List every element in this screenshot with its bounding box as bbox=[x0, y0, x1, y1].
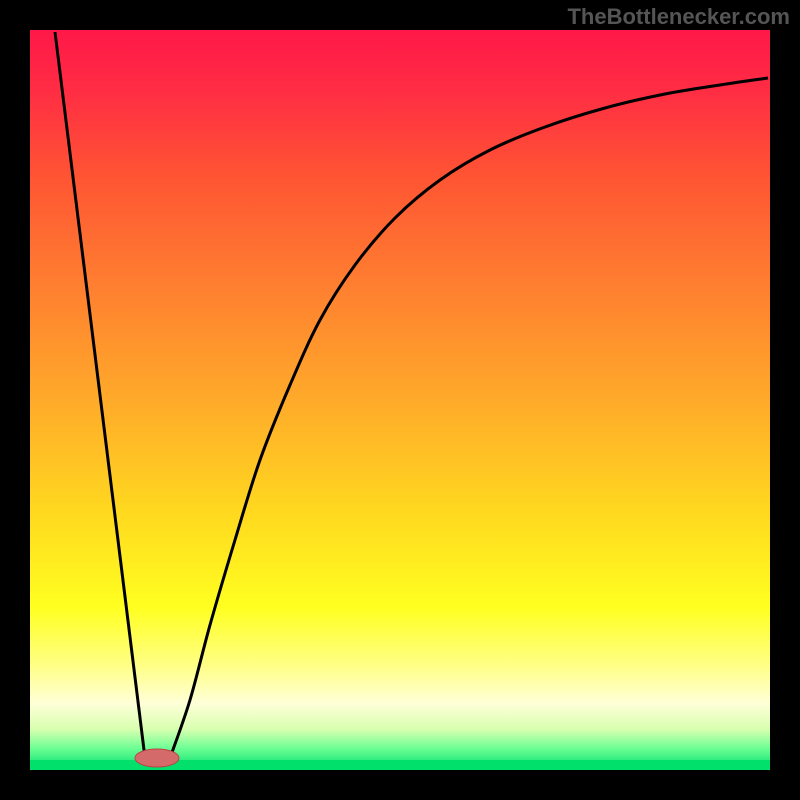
bottleneck-chart: TheBottlenecker.com bbox=[0, 0, 800, 800]
chart-svg bbox=[0, 0, 800, 800]
plot-background bbox=[30, 30, 770, 770]
watermark-text: TheBottlenecker.com bbox=[567, 4, 790, 30]
bottleneck-marker bbox=[135, 749, 179, 767]
